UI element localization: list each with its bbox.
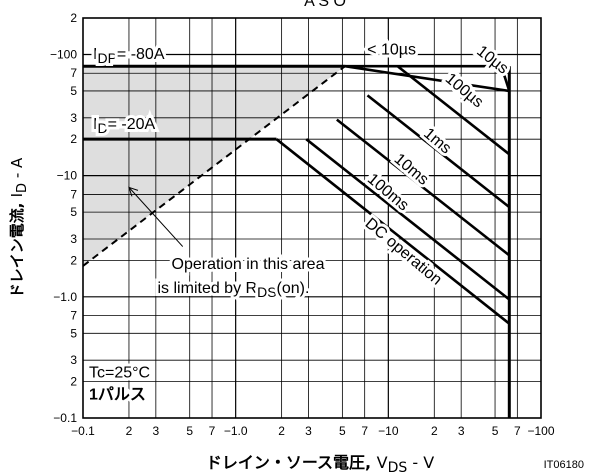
x-tick-label: 5 — [492, 424, 499, 438]
y-tick-label: 3 — [70, 111, 77, 125]
series-line-2 — [396, 65, 511, 156]
rds-note-arrow — [128, 187, 184, 247]
y-tick-label: 2 — [70, 11, 77, 25]
y-tick-label: 7 — [70, 309, 77, 323]
x-tick-label: −100 — [527, 424, 554, 438]
x-tick-label: 7 — [361, 424, 368, 438]
curve-label-group: DC operation — [359, 212, 448, 292]
y-tick-label: 3 — [70, 353, 77, 367]
y-tick-label: 3 — [70, 232, 77, 246]
condition-temperature: Tc=25°C — [89, 365, 150, 382]
series-line-3 — [366, 94, 511, 209]
x-tick-label: 7 — [514, 424, 521, 438]
rds-note-line2: is limited by RDS(on). — [158, 280, 310, 300]
y-tick-label: 7 — [70, 187, 77, 201]
id-label: ID= -20A — [93, 116, 155, 136]
x-tick-label: 7 — [209, 424, 216, 438]
x-tick-label: 3 — [152, 424, 159, 438]
chart-title: A S O — [304, 0, 346, 10]
idp-label: IDP= -80A — [93, 46, 165, 66]
curve-label-group: 10µs — [470, 40, 514, 81]
rds-note-line1: Operation in this area — [172, 256, 325, 273]
y-tick-label: 5 — [70, 84, 77, 98]
y-tick-label: −1.0 — [53, 290, 77, 304]
condition-pulse: 1パルス — [89, 386, 146, 404]
x-tick-label: 5 — [186, 424, 193, 438]
series-line-0 — [344, 64, 511, 92]
y-axis-label: ドレイン電流, ID - A — [8, 157, 30, 298]
x-tick-label: 2 — [278, 424, 285, 438]
x-axis-label: ドレイン・ソース電圧, VDS - V — [206, 453, 434, 474]
x-tick-label: 2 — [431, 424, 438, 438]
y-tick-label: −100 — [50, 47, 77, 61]
series-line-4 — [336, 118, 511, 257]
y-tick-label: −0.1 — [53, 411, 77, 425]
y-tick-label: 2 — [70, 375, 77, 389]
rds-on-limit-line — [82, 65, 346, 267]
x-tick-label: 5 — [339, 424, 346, 438]
y-tick-label: 5 — [70, 205, 77, 219]
x-tick-label: −10 — [378, 424, 399, 438]
curve-label-6: DC operation — [362, 215, 445, 289]
curve-label-3: 1ms — [420, 125, 454, 157]
curve-label-group: < 10µs — [364, 38, 419, 61]
plot-frame — [82, 17, 542, 419]
curve-label-group: 1ms — [417, 122, 457, 160]
y-tick-label: 7 — [70, 66, 77, 80]
y-tick-label: 5 — [70, 326, 77, 340]
series-line-5 — [305, 138, 511, 301]
series-line-6 — [275, 138, 511, 325]
curve-label-group: 10ms — [388, 148, 435, 192]
curve-label-1: 10µs — [473, 43, 511, 78]
x-tick-label: −0.1 — [71, 424, 95, 438]
rds-on-shaded-region — [83, 66, 345, 266]
rds-note-arrowhead — [128, 186, 139, 197]
x-tick-label: 3 — [305, 424, 312, 438]
figure-code: IT06180 — [544, 459, 584, 471]
series-line-1 — [344, 64, 510, 93]
x-tick-label: −1.0 — [224, 424, 248, 438]
y-tick-label: 2 — [70, 253, 77, 267]
x-tick-label: 3 — [458, 424, 465, 438]
x-tick-label: 2 — [126, 424, 133, 438]
curve-label-0: < 10µs — [367, 41, 416, 58]
y-tick-label: −10 — [57, 169, 78, 183]
y-tick-label: 2 — [70, 132, 77, 146]
curve-label-4: 10ms — [391, 151, 432, 189]
